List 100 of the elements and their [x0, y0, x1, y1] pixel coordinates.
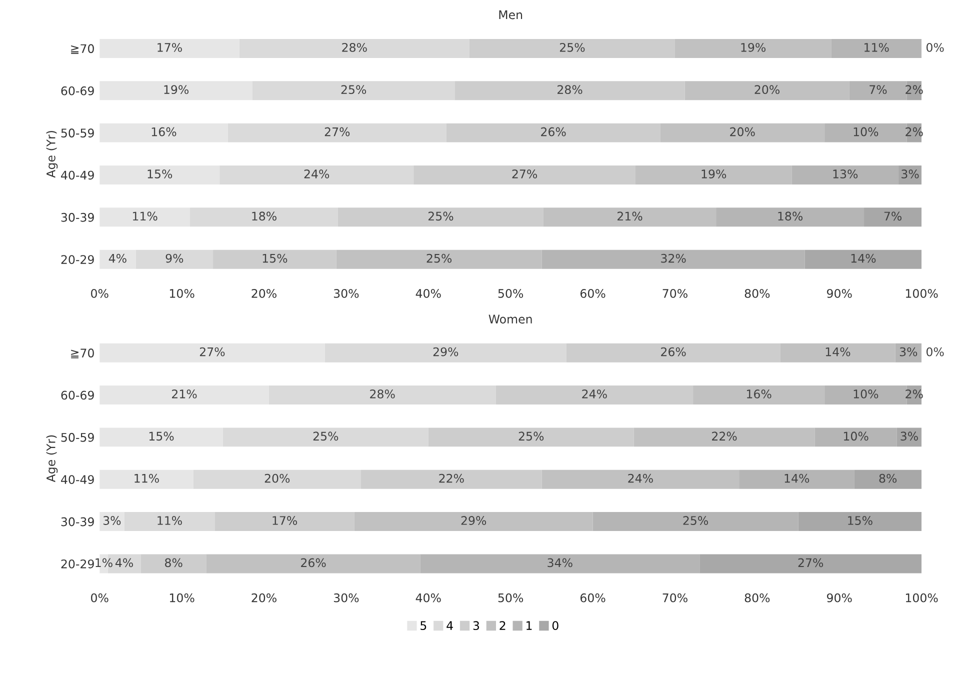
x-tick-label: 20%: [252, 593, 276, 602]
y-tick-label: 20-29: [61, 559, 94, 568]
data-label: 25%: [313, 432, 338, 441]
data-label: 10%: [844, 432, 868, 441]
data-label: 9%: [166, 254, 184, 263]
x-tick-label: 50%: [498, 288, 524, 298]
data-label: 22%: [439, 474, 464, 483]
data-label: 7%: [884, 212, 902, 221]
data-label: 25%: [426, 254, 452, 263]
data-label: 13%: [833, 169, 858, 178]
x-tick-label: 0%: [91, 288, 108, 298]
x-tick-label: 60%: [580, 288, 606, 298]
y-tick-label: 20-29: [61, 255, 94, 264]
data-label: 28%: [370, 390, 395, 398]
data-label: 3%: [103, 516, 121, 525]
legend-label: 1: [526, 621, 532, 630]
data-label: 17%: [158, 42, 182, 52]
y-tick-label: ≧70: [71, 44, 94, 54]
y-tick-label: 50-59: [61, 128, 94, 138]
data-label: 15%: [262, 254, 288, 263]
data-label: 21%: [172, 390, 197, 398]
y-tick-label: 60-69: [61, 86, 94, 96]
data-label: 10%: [854, 127, 878, 136]
data-label: 27%: [324, 127, 350, 136]
x-tick-label: 60%: [580, 593, 606, 602]
bar: [798, 512, 922, 532]
data-label: 15%: [149, 432, 174, 441]
data-label: 24%: [628, 474, 653, 483]
data-label: 26%: [301, 558, 326, 568]
data-label: 32%: [661, 254, 686, 263]
data-label: 18%: [252, 212, 276, 221]
x-tick-label: 80%: [744, 593, 770, 602]
data-label: 3%: [902, 169, 919, 178]
data-label: 0%: [926, 347, 944, 356]
data-label: 15%: [148, 169, 172, 178]
data-label: 28%: [558, 85, 582, 94]
data-label: 19%: [741, 42, 766, 52]
data-label: 21%: [618, 212, 642, 221]
data-label: 19%: [702, 169, 726, 178]
data-label: 8%: [165, 558, 182, 568]
data-label: 11%: [158, 516, 182, 525]
y-tick-label: 40-49: [61, 170, 94, 180]
data-label: 17%: [272, 516, 298, 525]
legend-label: 0: [552, 621, 558, 630]
y-axis-title: Age (Yr): [46, 130, 58, 178]
x-tick-label: 100%: [906, 288, 938, 298]
x-tick-label: 30%: [334, 593, 359, 602]
x-tick-label: 50%: [498, 593, 524, 602]
data-label: 10%: [854, 390, 878, 398]
x-tick-label: 10%: [170, 593, 194, 602]
legend-label: 4: [446, 621, 453, 630]
data-label: 20%: [264, 474, 290, 483]
data-label: 25%: [560, 42, 585, 52]
data-label: 29%: [461, 516, 486, 525]
data-label: 15%: [848, 516, 872, 525]
data-label: 25%: [428, 212, 454, 221]
y-tick-label: 60-69: [61, 390, 94, 400]
data-label: 11%: [864, 42, 889, 52]
x-tick-label: 30%: [334, 288, 359, 298]
legend-label: 3: [473, 621, 480, 630]
data-label: 3%: [900, 347, 918, 356]
x-tick-label: 40%: [416, 288, 441, 298]
data-label: 25%: [341, 85, 366, 94]
y-tick-label: 30-39: [61, 212, 94, 222]
x-tick-label: 80%: [744, 288, 770, 298]
data-label: 27%: [512, 169, 538, 178]
x-tick-label: 70%: [662, 288, 688, 298]
data-label: 24%: [582, 390, 607, 398]
y-tick-label: 30-39: [61, 517, 94, 526]
data-label: 24%: [304, 169, 330, 178]
x-tick-label: 20%: [252, 288, 276, 298]
bar: [854, 470, 922, 489]
data-label: 27%: [200, 347, 225, 356]
x-tick-label: 10%: [170, 288, 194, 298]
chart-title: Men: [499, 10, 522, 20]
bar: [898, 166, 922, 184]
data-label: 28%: [342, 42, 367, 52]
data-label: 20%: [730, 127, 755, 136]
y-tick-label: ≧70: [71, 348, 94, 358]
data-label: 16%: [152, 127, 176, 136]
data-label: 3%: [900, 432, 918, 441]
data-label: 8%: [879, 474, 897, 483]
bar: [804, 250, 922, 269]
data-label: 11%: [132, 212, 158, 221]
data-label: 4%: [108, 254, 126, 263]
data-label: 16%: [746, 390, 772, 398]
legend-label: 5: [420, 621, 426, 630]
data-label: 20%: [754, 85, 780, 94]
data-label: 4%: [115, 558, 133, 568]
data-label: 7%: [870, 85, 887, 94]
chart-title: Women: [488, 314, 532, 324]
data-label: 18%: [778, 212, 803, 221]
bar: [700, 554, 922, 574]
data-label: 22%: [712, 432, 737, 441]
data-label: 27%: [798, 558, 824, 568]
data-label: 14%: [851, 254, 876, 263]
y-tick-label: 40-49: [61, 475, 94, 484]
data-label: 29%: [433, 347, 458, 356]
x-tick-label: 0%: [91, 593, 108, 602]
data-label: 0%: [926, 42, 944, 52]
